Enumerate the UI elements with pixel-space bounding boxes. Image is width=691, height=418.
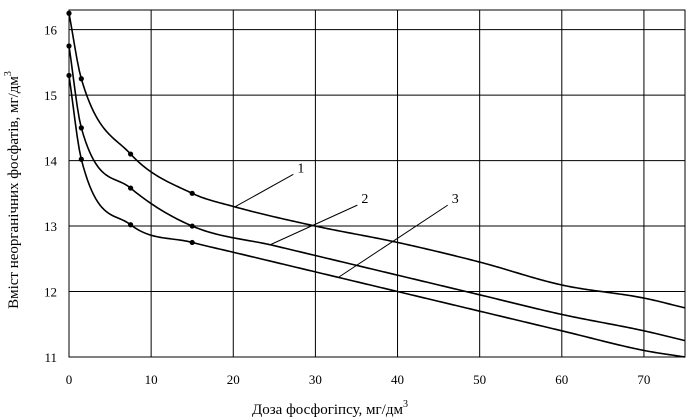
- curve-label-3: 3: [452, 192, 459, 207]
- x-tick-label: 30: [309, 372, 322, 387]
- y-tick-label: 11: [44, 350, 57, 365]
- series-2-point: [189, 223, 195, 229]
- data-markers-group: [66, 10, 195, 246]
- x-tick-label: 60: [555, 372, 568, 387]
- y-axis-tick-labels: 11 12 13 14 15 16: [44, 23, 58, 365]
- series-3-point: [66, 72, 72, 79]
- y-tick-label: 16: [44, 23, 58, 38]
- plot-area-frame: [68, 9, 686, 358]
- series-3-point: [189, 239, 195, 246]
- x-axis-tick-labels: 0 10 20 30 40 50 60 70: [66, 372, 651, 387]
- y-axis-title-superscript: 3: [3, 71, 14, 76]
- data-series-group: [68, 13, 686, 358]
- series-3-point: [78, 156, 84, 162]
- x-axis-title-superscript: 3: [403, 399, 408, 410]
- x-axis-title: Доза фосфогіпсу, мг/дм3: [252, 399, 408, 418]
- y-axis-title: Вміст неорганічних фосфатів, мг/дм3: [3, 71, 22, 309]
- x-tick-label: 0: [66, 372, 73, 387]
- curve-label-2: 2: [361, 192, 368, 207]
- series-3-point: [128, 222, 134, 228]
- series-1-point: [66, 10, 72, 16]
- series-2-point: [66, 43, 72, 49]
- callout-line-2: [270, 204, 358, 246]
- y-tick-label: 14: [44, 154, 58, 169]
- curve-callouts-group: 1 2 3: [234, 161, 459, 278]
- series-2-line: [68, 45, 686, 342]
- x-tick-label: 10: [145, 372, 158, 387]
- y-tick-label: 15: [44, 88, 57, 103]
- y-tick-label: 12: [44, 285, 57, 300]
- series-1-point: [189, 190, 195, 196]
- series-2-point: [78, 125, 84, 131]
- callout-line-3: [338, 204, 449, 278]
- series-2-point: [128, 185, 134, 191]
- curve-label-1: 1: [297, 161, 304, 176]
- callout-line-1: [234, 173, 294, 208]
- series-1-point: [78, 76, 84, 82]
- series-1-line: [68, 13, 686, 309]
- x-tick-label: 50: [473, 372, 486, 387]
- grid: [68, 9, 686, 358]
- series-1-point: [128, 151, 134, 157]
- y-tick-label: 13: [44, 219, 57, 234]
- x-tick-label: 20: [227, 372, 240, 387]
- x-tick-label: 70: [637, 372, 650, 387]
- series-3-line: [68, 75, 686, 358]
- x-tick-label: 40: [391, 372, 404, 387]
